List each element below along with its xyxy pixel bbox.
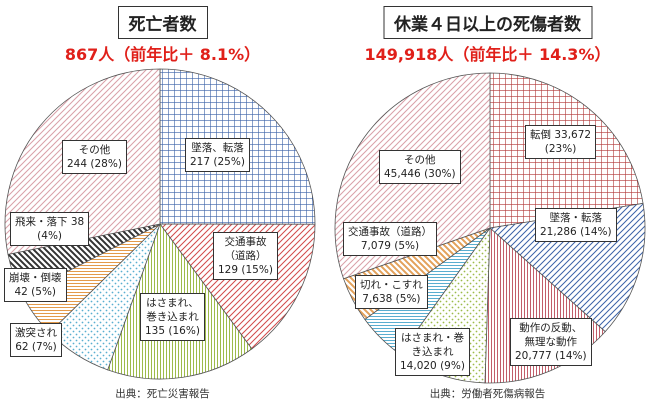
- slice-label-fall: 墜落、転落 217 (25%): [185, 138, 250, 172]
- slice-label-collapse: 崩壊・倒壊 42 (5%): [4, 268, 67, 302]
- slice-label-fall: 墜落・転落 21,286 (14%): [535, 208, 617, 242]
- slice-label-reaction: 動作の反動、 無理な動作 20,777 (14%): [510, 318, 592, 366]
- chart-title: 死亡者数: [117, 6, 208, 39]
- slice-label-cut: 切れ・こすれ 7,638 (5%): [355, 275, 428, 309]
- slice-label-caught: はさまれ・巻 き込まれ 14,020 (9%): [395, 328, 470, 376]
- slice-label-other: その他 244 (28%): [62, 140, 127, 174]
- chart-source: 出典：死亡災害報告: [115, 388, 210, 400]
- chart-subtitle: 149,918人（前年比＋ 14.3%）: [364, 45, 611, 64]
- slice-label-struck: 激突され 62 (7%): [10, 323, 62, 357]
- slice-label-traffic: 交通事故（道路） 7,079 (5%): [343, 222, 437, 256]
- fatalities-panel: 死亡者数 867人（前年比＋ 8.1%） 墜落、転落 217 (25%) 交通事…: [4, 6, 316, 400]
- slice-label-caught: はさまれ、 巻き込まれ 135 (16%): [140, 293, 205, 341]
- injuries-panel: 休業４日以上の死傷者数 149,918人（前年比＋ 14.3%） 転倒 33,6…: [325, 0, 650, 416]
- slice-label-slip: 転倒 33,672 (23%): [525, 125, 597, 159]
- slice-label-falling-object: 飛来・落下 38 (4%): [10, 212, 90, 246]
- slice-label-other: その他 45,446 (30%): [379, 150, 461, 184]
- slice-label-traffic: 交通事故 （道路） 129 (15%): [213, 232, 278, 280]
- chart-subtitle: 867人（前年比＋ 8.1%）: [64, 45, 261, 64]
- chart-source: 出典：労働者死傷病報告: [429, 388, 546, 400]
- chart-title: 休業４日以上の死傷者数: [383, 6, 592, 39]
